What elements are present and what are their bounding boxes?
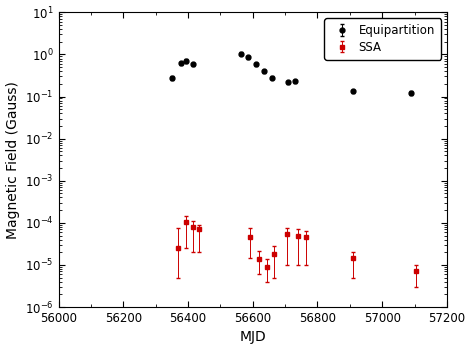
Y-axis label: Magnetic Field (Gauss): Magnetic Field (Gauss) (6, 81, 20, 239)
X-axis label: MJD: MJD (239, 330, 266, 344)
Legend: Equipartition, SSA: Equipartition, SSA (325, 18, 441, 60)
